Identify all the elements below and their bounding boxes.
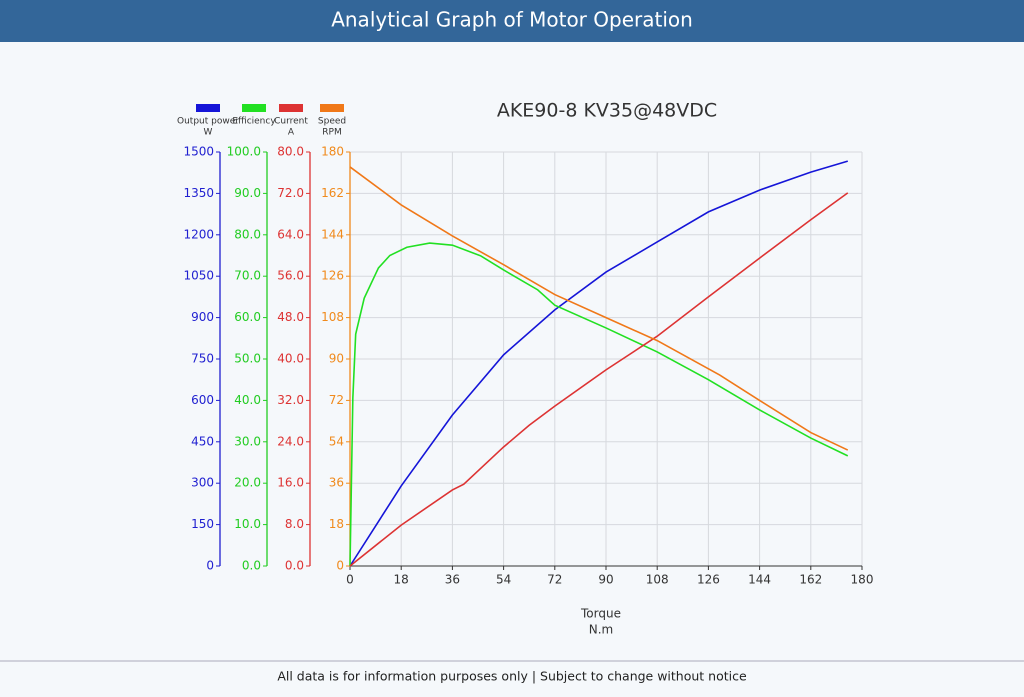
y-tick-label: 10.0 xyxy=(234,517,261,531)
y-tick-label: 1200 xyxy=(183,227,214,241)
header-bar xyxy=(0,0,1024,42)
y-tick-label: 72 xyxy=(329,393,344,407)
y-tick-label: 20.0 xyxy=(234,476,261,490)
x-tick-label: 108 xyxy=(646,573,669,587)
legend-unit: A xyxy=(288,128,295,138)
y-tick-label: 600 xyxy=(191,393,214,407)
x-tick-label: 144 xyxy=(748,573,771,587)
x-axis-label: Torque xyxy=(580,607,621,621)
header-title: Analytical Graph of Motor Operation xyxy=(331,8,693,32)
legend-swatch xyxy=(196,104,220,112)
y-tick-label: 180 xyxy=(321,145,344,159)
y-tick-label: 70.0 xyxy=(234,269,261,283)
y-tick-label: 56.0 xyxy=(277,269,304,283)
y-tick-label: 900 xyxy=(191,310,214,324)
y-tick-label: 108 xyxy=(321,310,344,324)
y-tick-label: 80.0 xyxy=(234,227,261,241)
y-tick-label: 40.0 xyxy=(234,393,261,407)
y-tick-label: 0 xyxy=(336,559,344,573)
series-line xyxy=(349,242,849,567)
y-tick-label: 54 xyxy=(329,434,344,448)
legend-swatch xyxy=(242,104,266,112)
y-tick-label: 8.0 xyxy=(285,517,304,531)
legend-label: Speed xyxy=(318,117,346,127)
y-tick-label: 0.0 xyxy=(242,559,261,573)
x-tick-label: 18 xyxy=(394,573,409,587)
y-tick-label: 1050 xyxy=(183,269,214,283)
y-tick-label: 300 xyxy=(191,476,214,490)
y-tick-label: 0 xyxy=(206,559,214,573)
series-line xyxy=(349,160,849,567)
y-tick-label: 90 xyxy=(329,352,344,366)
x-tick-label: 54 xyxy=(496,573,511,587)
legend-unit: RPM xyxy=(322,128,341,138)
y-tick-label: 1500 xyxy=(183,145,214,159)
legend-unit: W xyxy=(204,128,213,138)
y-tick-label: 72.0 xyxy=(277,186,304,200)
legend-label: Current xyxy=(274,117,308,127)
legend-swatch xyxy=(279,104,303,112)
y-tick-label: 100.0 xyxy=(227,145,261,159)
y-tick-label: 750 xyxy=(191,352,214,366)
series-line xyxy=(349,166,849,451)
x-tick-label: 180 xyxy=(851,573,874,587)
y-tick-label: 126 xyxy=(321,269,344,283)
y-tick-label: 36 xyxy=(329,476,344,490)
chart-title: AKE90-8 KV35@48VDC xyxy=(497,100,717,122)
x-tick-label: 90 xyxy=(598,573,613,587)
x-tick-label: 36 xyxy=(445,573,460,587)
series-line xyxy=(349,192,849,567)
y-tick-label: 16.0 xyxy=(277,476,304,490)
y-tick-label: 0.0 xyxy=(285,559,304,573)
y-tick-label: 50.0 xyxy=(234,352,261,366)
y-tick-label: 18 xyxy=(329,517,344,531)
y-tick-label: 64.0 xyxy=(277,227,304,241)
legend-label: Efficiency xyxy=(232,117,276,127)
x-tick-label: 126 xyxy=(697,573,720,587)
y-tick-label: 48.0 xyxy=(277,310,304,324)
y-tick-label: 144 xyxy=(321,227,344,241)
x-tick-label: 72 xyxy=(547,573,562,587)
y-tick-label: 450 xyxy=(191,434,214,448)
legend-label: Output power xyxy=(177,117,239,127)
y-tick-label: 40.0 xyxy=(277,352,304,366)
y-tick-label: 80.0 xyxy=(277,145,304,159)
y-tick-label: 1350 xyxy=(183,186,214,200)
footer-text: All data is for information purposes onl… xyxy=(277,669,747,684)
y-tick-label: 60.0 xyxy=(234,310,261,324)
y-tick-label: 30.0 xyxy=(234,434,261,448)
y-tick-label: 24.0 xyxy=(277,434,304,448)
y-tick-label: 32.0 xyxy=(277,393,304,407)
y-tick-label: 150 xyxy=(191,517,214,531)
y-tick-label: 162 xyxy=(321,186,344,200)
x-tick-label: 0 xyxy=(346,573,354,587)
x-tick-label: 162 xyxy=(799,573,822,587)
legend-swatch xyxy=(320,104,344,112)
x-axis-unit: N.m xyxy=(589,623,613,637)
y-tick-label: 90.0 xyxy=(234,186,261,200)
